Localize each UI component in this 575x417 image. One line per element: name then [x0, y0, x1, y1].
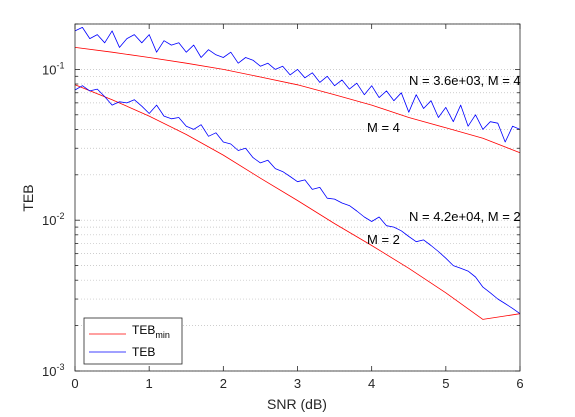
series-line-0: [74, 47, 521, 154]
y-tick-base: 10: [42, 62, 56, 77]
y-tick-label: 10-1: [42, 60, 64, 77]
y-tick-base: 10: [42, 364, 56, 379]
legend-tebmin-main: TEB: [132, 323, 155, 337]
y-tick-base: 10: [42, 213, 56, 228]
x-tick-label: 1: [146, 376, 153, 391]
legend-label-tebmin: TEBmin: [132, 323, 170, 340]
series-line-1: [74, 26, 521, 143]
plot-area: [75, 24, 520, 371]
legend-tebmin-sub: min: [155, 330, 170, 340]
series-group: [74, 26, 521, 320]
x-tick-label: 5: [442, 376, 449, 391]
annotation-n4: N = 3.6e+03, M = 4: [409, 73, 521, 88]
legend: TEBmin TEB: [83, 317, 183, 365]
axis-ticks: 0 1 2 3 4 5 610-310-210-1: [42, 23, 524, 391]
x-tick-label: 0: [71, 376, 78, 391]
y-tick-label: 10-3: [42, 362, 64, 379]
y-tick-exponent: -1: [56, 60, 64, 70]
y-tick-exponent: -3: [56, 362, 64, 372]
series-line-3: [74, 85, 521, 315]
x-tick-label: 2: [220, 376, 227, 391]
series-line-2: [74, 84, 521, 320]
annotation-m2: M = 2: [367, 232, 400, 247]
y-tick-label: 10-2: [42, 211, 64, 228]
x-tick-label: 3: [294, 376, 301, 391]
x-axis-label: SNR (dB): [267, 396, 327, 412]
y-tick-exponent: -2: [56, 211, 64, 221]
legend-box: [83, 317, 183, 365]
legend-label-teb: TEB: [132, 345, 155, 359]
y-axis-label: TEB: [20, 184, 36, 211]
annotation-n2: N = 4.2e+04, M = 2: [409, 209, 521, 224]
x-tick-label: 4: [368, 376, 375, 391]
annotation-m4: M = 4: [367, 120, 400, 135]
x-tick-label: 6: [516, 376, 523, 391]
